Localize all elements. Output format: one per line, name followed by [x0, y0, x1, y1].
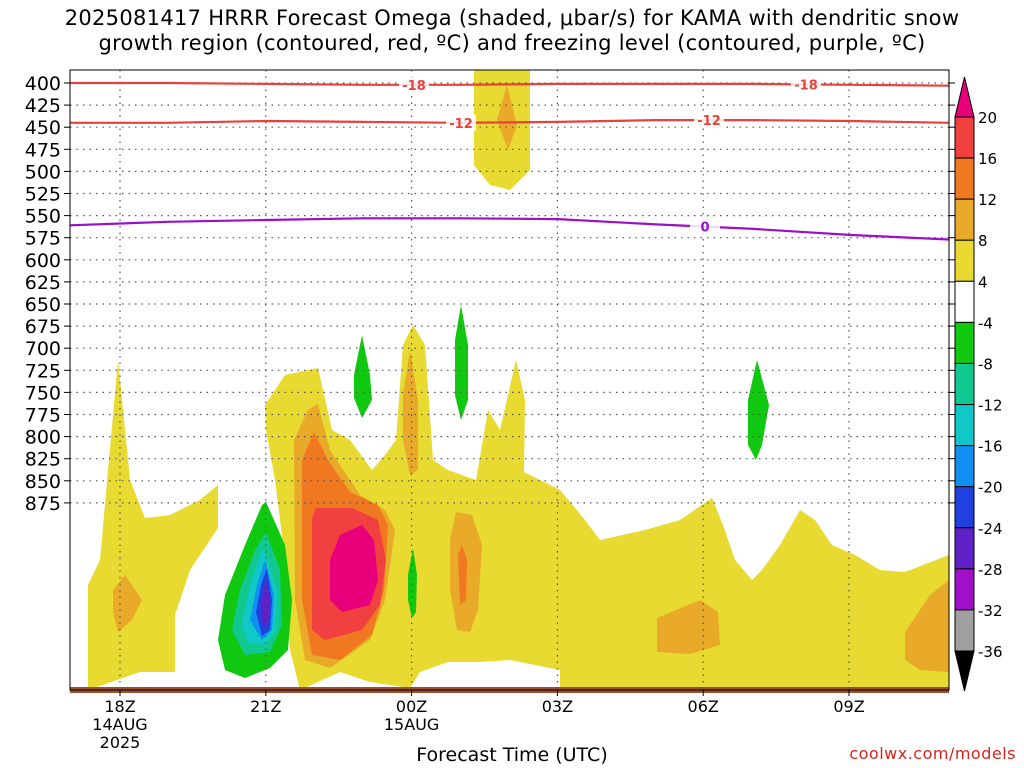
title-line-2: growth region (contoured, red, ºC) and f… [98, 31, 926, 55]
plot-frame [69, 69, 950, 691]
omega-region-plus8-d [113, 575, 142, 632]
freezing-level-contour [69, 217, 950, 241]
x-tick-sublabel: 14AUG [92, 715, 147, 734]
colorbar-label: -8 [978, 355, 993, 373]
y-tick-label: 525 [25, 184, 61, 206]
colorbar-segment [954, 321, 975, 364]
x-tick-label: 03Z [542, 697, 573, 716]
y-tick-label: 575 [25, 228, 61, 250]
colorbar-segment [954, 527, 975, 570]
y-tick-label: 800 [25, 427, 61, 449]
omega-region-plus4-central [265, 325, 949, 690]
omega-region-plus8-f [905, 580, 949, 672]
omega-region-plus8-b [403, 350, 418, 475]
y-tick-label: 400 [25, 73, 61, 95]
colorbar-label: 12 [978, 191, 997, 209]
colorbar-label: -36 [978, 643, 1003, 661]
chart-title: 2025081417 HRRR Forecast Omega (shaded, … [0, 6, 1024, 56]
y-tick-label: 425 [25, 95, 61, 117]
colorbar-label: 4 [978, 273, 988, 291]
x-tick-sublabel: 15AUG [384, 715, 439, 734]
colorbar-segment [954, 445, 975, 488]
y-tick-label: 875 [25, 493, 61, 515]
omega-region-minus4-c [455, 305, 468, 420]
y-tick-label: 550 [25, 206, 61, 228]
y-tick-label: 700 [25, 338, 61, 360]
y-tick-label: 475 [25, 139, 61, 161]
title-line-1: 2025081417 HRRR Forecast Omega (shaded, … [64, 6, 960, 30]
colorbar-segment [954, 568, 975, 611]
contour-label-bg [446, 114, 476, 131]
x-axis-title: Forecast Time (UTC) [416, 744, 608, 766]
y-tick-label: 450 [25, 117, 61, 139]
colorbar-segment [954, 280, 975, 323]
contour-label-bg [690, 218, 720, 235]
omega-shading [88, 70, 949, 690]
y-tick-label: 775 [25, 405, 61, 427]
y-axis: 4004254504755005255505756006256506757007… [25, 73, 955, 515]
colorbar-segment [954, 486, 975, 529]
y-tick-label: 600 [25, 250, 61, 272]
colorbar-label: -32 [978, 602, 1003, 620]
omega-region-minus4-d [748, 360, 769, 460]
y-tick-label: 625 [25, 272, 61, 294]
y-tick-label: 500 [25, 161, 61, 183]
x-tick-label: 09Z [833, 697, 864, 716]
omega-region-minus4-b [354, 335, 372, 418]
colorbar-bottom-arrow [954, 650, 975, 692]
colorbar-label: 8 [978, 232, 988, 250]
y-tick-label: 825 [25, 449, 61, 471]
contour-label-bg [694, 112, 724, 129]
x-tick-label: 18Z [104, 697, 135, 716]
colorbar-segment [954, 362, 975, 406]
colorbar-label: -16 [978, 438, 1003, 456]
credit-text: coolwx.com/models [849, 744, 1016, 763]
colorbar-label: 16 [978, 150, 997, 168]
y-tick-label: 650 [25, 294, 61, 316]
contour-label: -18 [794, 78, 818, 93]
colorbar-top-arrow [954, 76, 975, 118]
temperature-contours: -18 -18 -12 -12 0 [69, 76, 950, 241]
colorbar-label: -4 [978, 314, 993, 332]
omega-region-plus8-e [657, 600, 720, 654]
contour-label-bg [791, 76, 821, 93]
contour-label: 0 [700, 221, 709, 236]
x-tick-label: 00Z [396, 697, 427, 716]
y-tick-label: 850 [25, 471, 61, 493]
colorbar: 20 16 12 8 4 -4 -8 -12 -16 -20 -24 -28 -32 -36 [954, 76, 1003, 692]
colorbar-segment [954, 239, 975, 282]
x-tick-label: 06Z [688, 697, 719, 716]
colorbar-label: -24 [978, 520, 1003, 538]
colorbar-segment [954, 116, 975, 159]
omega-region-plus20 [330, 525, 378, 612]
omega-region-plus8-g [497, 85, 517, 150]
omega-region-plus12-b [458, 545, 467, 605]
y-tick-label: 725 [25, 360, 61, 382]
contour-label: -12 [697, 114, 721, 129]
y-tick-label: 675 [25, 316, 61, 338]
x-tick-label: 21Z [250, 697, 281, 716]
contour-label: -18 [402, 79, 426, 94]
contour-minus12 [70, 119, 950, 124]
y-tick-label: 750 [25, 382, 61, 404]
omega-region-minus4-e [408, 548, 417, 618]
colorbar-label: 20 [978, 109, 997, 127]
x-tick-year: 2025 [100, 733, 141, 752]
colorbar-segment [954, 157, 975, 200]
colorbar-label: -20 [978, 479, 1003, 497]
colorbar-segment [954, 609, 975, 652]
colorbar-label: -12 [978, 397, 1003, 415]
colorbar-label: -28 [978, 561, 1003, 579]
contour-label-bg [399, 76, 429, 93]
colorbar-segment [954, 404, 975, 447]
contour-label: -12 [449, 117, 473, 132]
colorbar-segment [954, 198, 975, 241]
